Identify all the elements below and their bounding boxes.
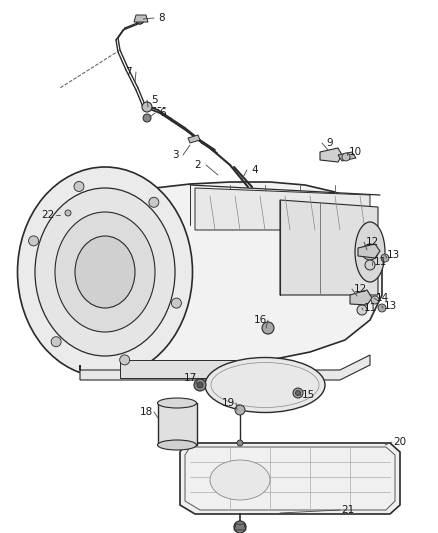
Circle shape bbox=[371, 296, 379, 304]
Text: 11: 11 bbox=[373, 257, 387, 267]
Text: 18: 18 bbox=[139, 407, 152, 417]
Circle shape bbox=[378, 304, 386, 312]
Text: 7: 7 bbox=[125, 67, 131, 77]
Circle shape bbox=[136, 16, 144, 24]
Polygon shape bbox=[158, 403, 197, 445]
Ellipse shape bbox=[355, 222, 385, 282]
Ellipse shape bbox=[205, 358, 325, 413]
Polygon shape bbox=[338, 152, 356, 161]
Polygon shape bbox=[134, 15, 148, 22]
Text: 13: 13 bbox=[386, 250, 399, 260]
Circle shape bbox=[293, 388, 303, 398]
Circle shape bbox=[262, 322, 274, 334]
Circle shape bbox=[235, 405, 245, 415]
Text: 17: 17 bbox=[184, 373, 197, 383]
Circle shape bbox=[194, 379, 206, 391]
Circle shape bbox=[237, 440, 243, 446]
Text: 11: 11 bbox=[364, 303, 377, 313]
Text: 5: 5 bbox=[152, 95, 158, 105]
Text: 9: 9 bbox=[327, 138, 333, 148]
Ellipse shape bbox=[18, 167, 192, 377]
Text: 13: 13 bbox=[383, 301, 397, 311]
Polygon shape bbox=[120, 360, 280, 378]
Polygon shape bbox=[350, 290, 372, 305]
Circle shape bbox=[28, 236, 39, 246]
Text: 15: 15 bbox=[301, 390, 314, 400]
Circle shape bbox=[197, 382, 203, 388]
Circle shape bbox=[365, 260, 375, 270]
Text: 4: 4 bbox=[252, 165, 258, 175]
Polygon shape bbox=[38, 182, 382, 372]
Ellipse shape bbox=[210, 460, 270, 500]
Text: 14: 14 bbox=[375, 293, 389, 303]
Polygon shape bbox=[80, 355, 370, 380]
Text: 20: 20 bbox=[393, 437, 406, 447]
Text: 16: 16 bbox=[253, 315, 267, 325]
Polygon shape bbox=[320, 148, 342, 162]
Circle shape bbox=[65, 210, 71, 216]
Text: 2: 2 bbox=[194, 160, 201, 170]
Circle shape bbox=[51, 337, 61, 346]
Circle shape bbox=[357, 305, 367, 315]
Text: 10: 10 bbox=[349, 147, 361, 157]
Polygon shape bbox=[195, 188, 370, 230]
Ellipse shape bbox=[158, 440, 197, 450]
Ellipse shape bbox=[35, 188, 175, 356]
Ellipse shape bbox=[158, 398, 197, 408]
Circle shape bbox=[143, 114, 151, 122]
Circle shape bbox=[362, 244, 378, 260]
Circle shape bbox=[234, 521, 246, 533]
Circle shape bbox=[149, 197, 159, 207]
Text: 22: 22 bbox=[41, 210, 55, 220]
Text: 3: 3 bbox=[172, 150, 178, 160]
Text: 8: 8 bbox=[159, 13, 165, 23]
Ellipse shape bbox=[75, 236, 135, 308]
Polygon shape bbox=[280, 200, 378, 295]
Polygon shape bbox=[234, 524, 246, 530]
Circle shape bbox=[381, 254, 389, 262]
Polygon shape bbox=[188, 135, 200, 143]
Text: 19: 19 bbox=[221, 398, 235, 408]
Circle shape bbox=[142, 102, 152, 112]
Text: 12: 12 bbox=[353, 284, 367, 294]
Circle shape bbox=[171, 298, 181, 308]
Circle shape bbox=[342, 153, 350, 161]
Text: 6: 6 bbox=[160, 108, 166, 118]
Circle shape bbox=[120, 355, 130, 365]
Circle shape bbox=[74, 182, 84, 191]
Polygon shape bbox=[180, 443, 400, 514]
Text: 12: 12 bbox=[365, 237, 378, 247]
Circle shape bbox=[296, 391, 300, 395]
Text: 21: 21 bbox=[341, 505, 355, 515]
Polygon shape bbox=[358, 244, 380, 258]
Ellipse shape bbox=[55, 212, 155, 332]
